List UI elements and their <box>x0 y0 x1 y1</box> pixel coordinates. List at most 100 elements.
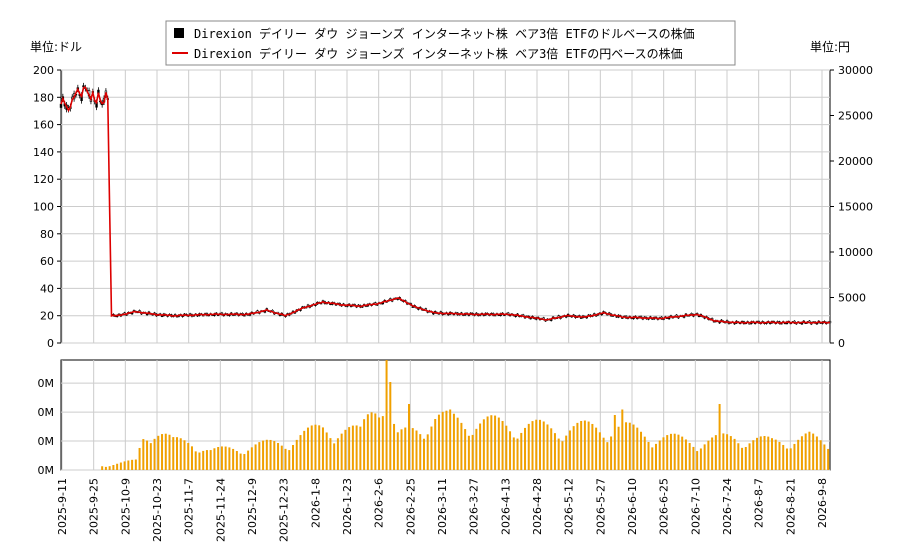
right-tick-label: 30000 <box>838 64 873 77</box>
volume-bar <box>580 420 583 470</box>
volume-bar <box>595 427 598 470</box>
x-tick-label: 2026-4-13 <box>499 478 512 535</box>
volume-bar <box>396 432 399 470</box>
volume-bar <box>112 465 115 470</box>
x-tick-label: 2026-5-12 <box>563 478 576 535</box>
volume-bar <box>247 450 250 470</box>
x-tick-label: 2025-10-9 <box>119 478 132 535</box>
volume-bar <box>587 421 590 470</box>
volume-bar <box>804 433 807 470</box>
volume-bar <box>711 437 714 470</box>
x-tick-label: 2026-7-10 <box>689 478 702 535</box>
volume-bar <box>329 438 332 470</box>
volume-bar <box>550 428 553 470</box>
volume-bar <box>381 416 384 470</box>
volume-bar <box>393 423 396 470</box>
volume-bar <box>714 435 717 470</box>
volume-bar <box>658 440 661 470</box>
volume-bar <box>164 433 167 470</box>
volume-bar <box>640 431 643 470</box>
price-panel: 0 20 40 60 80 100 120 140 160 180 200 0 5000 10000 150… <box>33 64 873 350</box>
x-tick-label: 2026-8-7 <box>753 478 766 528</box>
volume-bar <box>827 448 830 470</box>
x-tick-label: 2026-1-23 <box>341 478 354 535</box>
volume-bar <box>292 445 295 470</box>
volume-bar <box>284 448 287 470</box>
volume-bar <box>767 436 770 470</box>
volume-bar <box>426 434 429 470</box>
x-tick-label: 2026-9-8 <box>816 478 829 528</box>
volume-bar <box>190 446 193 470</box>
volume-bar <box>572 426 575 470</box>
volume-bar <box>411 428 414 470</box>
volume-bar <box>149 443 152 470</box>
volume-bar <box>512 437 515 470</box>
left-tick-label: 200 <box>33 64 54 77</box>
right-unit-label: 単位:円 <box>810 39 850 54</box>
x-tick-label: 2025-9-11 <box>56 478 69 535</box>
volume-bar <box>756 437 759 470</box>
x-tick-label: 2025-9-25 <box>88 478 101 535</box>
volume-bar <box>179 438 182 470</box>
volume-bar <box>153 438 156 470</box>
volume-bar <box>647 441 650 470</box>
x-tick-label: 2026-3-11 <box>436 478 449 535</box>
volume-bar <box>359 426 362 470</box>
volume-bar <box>561 441 564 470</box>
volume-bar <box>610 436 613 470</box>
volume-bar <box>456 417 459 470</box>
volume-tick-label: 0M <box>38 406 55 419</box>
volume-bar <box>475 428 478 470</box>
volume-bar <box>748 443 751 470</box>
volume-bar <box>576 422 579 470</box>
volume-bar <box>789 448 792 470</box>
volume-bar <box>303 430 306 470</box>
x-tick-label: 2025-11-24 <box>214 478 227 542</box>
volume-bar <box>437 414 440 470</box>
volume-bar <box>408 404 411 470</box>
volume-bar <box>497 417 500 470</box>
volume-bar <box>800 436 803 470</box>
volume-bar <box>374 413 377 470</box>
volume-bar <box>370 412 373 470</box>
volume-bar <box>815 436 818 470</box>
volume-bar <box>538 419 541 470</box>
volume-bar <box>718 404 721 470</box>
legend-usd-label: Direxion デイリー ダウ ジョーンズ インターネット株 ベア3倍 ETF… <box>194 26 695 41</box>
x-tick-label: 2026-6-10 <box>626 478 639 535</box>
volume-bar <box>583 420 586 470</box>
volume-bar <box>217 447 220 470</box>
volume-bar <box>366 414 369 470</box>
volume-bar <box>123 461 126 470</box>
volume-bar <box>546 424 549 470</box>
x-axis-labels: 2025-9-11 2025-9-25 2025-10-9 2025-10-23 202… <box>56 478 829 542</box>
volume-bar <box>449 409 452 470</box>
volume-bar <box>752 440 755 470</box>
volume-bar <box>321 427 324 470</box>
volume-panel: 0M 0M 0M 0M <box>38 359 831 477</box>
volume-tick-label: 0M <box>38 435 55 448</box>
right-tick-label: 5000 <box>838 292 866 305</box>
volume-bar <box>527 423 530 470</box>
volume-bar <box>269 439 272 470</box>
volume-bar <box>681 436 684 470</box>
volume-bar <box>673 433 676 470</box>
volume-bar <box>273 441 276 470</box>
volume-bar <box>422 438 425 470</box>
volume-bar <box>363 419 366 470</box>
volume-bar <box>654 443 657 470</box>
x-tick-label: 2026-6-25 <box>658 478 671 535</box>
volume-bar <box>430 426 433 470</box>
volume-bar <box>232 448 235 470</box>
volume-bar <box>741 447 744 470</box>
volume-bar <box>486 416 489 470</box>
x-tick-label: 2026-8-21 <box>784 478 797 535</box>
volume-bar <box>782 444 785 470</box>
x-tick-label: 2025-12-23 <box>278 478 291 542</box>
volume-bar <box>265 439 268 470</box>
volume-bar <box>194 451 197 470</box>
x-tick-label: 2026-2-6 <box>373 478 386 528</box>
volume-bar <box>400 429 403 470</box>
volume-bar <box>677 434 680 470</box>
volume-bar <box>213 448 216 470</box>
